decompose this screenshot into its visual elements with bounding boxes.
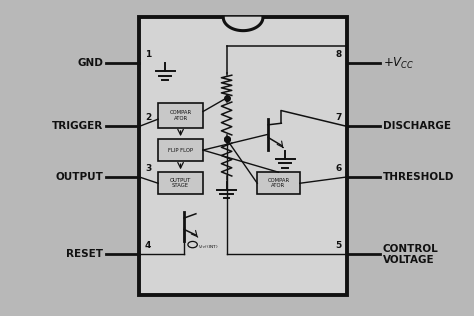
Text: COMPAR
ATOR: COMPAR ATOR (267, 178, 290, 188)
Text: RESET: RESET (66, 249, 103, 259)
Text: $+V_{CC}$: $+V_{CC}$ (383, 56, 414, 71)
Text: OUTPUT
STAGE: OUTPUT STAGE (170, 178, 191, 188)
Bar (257, 172, 300, 194)
Polygon shape (223, 17, 263, 31)
Text: OUTPUT: OUTPUT (55, 172, 103, 182)
Text: GND: GND (78, 58, 103, 68)
Text: 4: 4 (145, 241, 151, 250)
Text: 5: 5 (335, 241, 341, 250)
Bar (158, 172, 203, 194)
Text: THRESHOLD: THRESHOLD (383, 172, 454, 182)
Text: 8: 8 (335, 50, 341, 59)
Text: FLIP FLOP: FLIP FLOP (168, 148, 193, 153)
Text: DISCHARGE: DISCHARGE (383, 121, 451, 131)
Bar (158, 103, 203, 128)
Text: CONTROL
VOLTAGE: CONTROL VOLTAGE (383, 244, 438, 265)
Text: 1: 1 (145, 50, 151, 59)
Text: TRIGGER: TRIGGER (52, 121, 103, 131)
Text: 3: 3 (145, 164, 151, 173)
Text: $V_{ref}$ (INT): $V_{ref}$ (INT) (198, 243, 219, 251)
Text: 7: 7 (335, 113, 341, 122)
Bar (139, 17, 347, 295)
Text: 2: 2 (145, 113, 151, 122)
Text: COMPAR
ATOR: COMPAR ATOR (170, 110, 191, 120)
Text: 6: 6 (335, 164, 341, 173)
Bar (158, 139, 203, 161)
